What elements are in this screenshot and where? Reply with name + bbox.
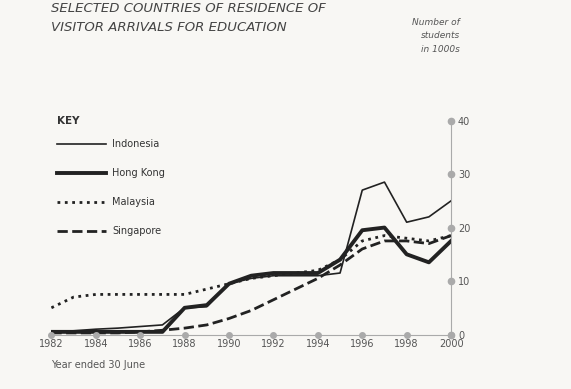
Text: Hong Kong: Hong Kong	[112, 168, 166, 178]
Text: Year ended 30 June: Year ended 30 June	[51, 359, 146, 370]
Text: Singapore: Singapore	[112, 226, 162, 237]
Text: Indonesia: Indonesia	[112, 139, 160, 149]
Text: Number of: Number of	[412, 18, 460, 26]
Text: students: students	[420, 31, 460, 40]
Text: SELECTED COUNTRIES OF RESIDENCE OF: SELECTED COUNTRIES OF RESIDENCE OF	[51, 2, 326, 15]
Text: VISITOR ARRIVALS FOR EDUCATION: VISITOR ARRIVALS FOR EDUCATION	[51, 21, 287, 34]
Text: KEY: KEY	[57, 116, 79, 126]
Text: Malaysia: Malaysia	[112, 197, 155, 207]
Text: in 1000s: in 1000s	[421, 45, 460, 54]
